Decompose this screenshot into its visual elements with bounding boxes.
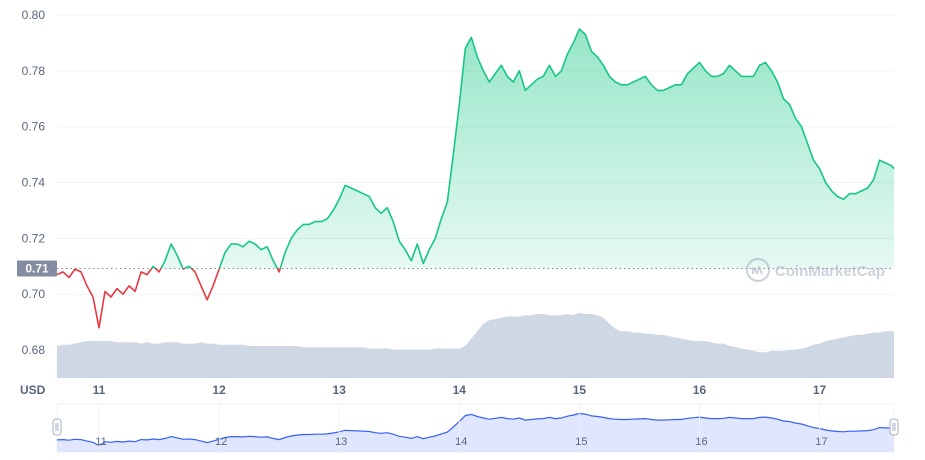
navigator-left-handle[interactable] bbox=[52, 418, 62, 436]
navigator-x-tick-label: 16 bbox=[695, 436, 707, 448]
navigator-x-tick-label: 17 bbox=[815, 436, 827, 448]
y-tick-label: 0.70 bbox=[22, 287, 46, 301]
navigator-line bbox=[56, 412, 895, 447]
navigator-x-ticks: 11 12 13 14 15 16 17 bbox=[95, 404, 828, 452]
baseline-value: 0.71 bbox=[25, 262, 49, 276]
x-axis-ticks: 11 12 13 14 15 16 17 bbox=[93, 383, 827, 397]
watermark-text: CoinMarketCap bbox=[775, 263, 885, 280]
y-tick-label: 0.78 bbox=[22, 64, 46, 78]
navigator-x-tick-label: 13 bbox=[335, 436, 347, 448]
price-line-up bbox=[74, 28, 895, 269]
x-tick-label: 17 bbox=[813, 383, 827, 397]
y-axis-label: USD bbox=[20, 383, 46, 397]
navigator-x-tick-label: 12 bbox=[215, 436, 227, 448]
y-tick-label: 0.80 bbox=[22, 8, 46, 22]
x-tick-label: 16 bbox=[693, 383, 707, 397]
price-line-down bbox=[56, 268, 282, 329]
y-tick-label: 0.76 bbox=[22, 120, 46, 134]
y-tick-label: 0.74 bbox=[22, 176, 46, 190]
price-area-fill bbox=[151, 29, 894, 269]
volume-area bbox=[57, 312, 894, 378]
volume-area-path bbox=[57, 312, 894, 378]
x-tick-label: 13 bbox=[333, 383, 347, 397]
x-tick-label: 12 bbox=[212, 383, 226, 397]
navigator-x-tick-label: 11 bbox=[95, 436, 106, 448]
y-tick-label: 0.72 bbox=[22, 231, 46, 245]
navigator-x-tick-label: 14 bbox=[455, 436, 467, 448]
price-line bbox=[56, 28, 895, 329]
x-tick-label: 11 bbox=[93, 383, 106, 397]
navigator-right-handle[interactable] bbox=[889, 418, 899, 436]
navigator-x-tick-label: 15 bbox=[575, 436, 587, 448]
range-navigator[interactable]: 11 12 13 14 15 16 17 bbox=[52, 403, 899, 453]
baseline-badge: 0.71 bbox=[17, 260, 57, 277]
y-tick-label: 0.68 bbox=[22, 343, 46, 357]
price-area bbox=[151, 29, 894, 269]
y-axis-ticks: 0.68 0.70 0.72 0.74 0.76 0.78 0.80 bbox=[22, 8, 46, 357]
x-tick-label: 14 bbox=[453, 383, 467, 397]
navigator-series bbox=[56, 412, 895, 452]
navigator-area bbox=[57, 413, 894, 452]
x-tick-label: 15 bbox=[573, 383, 587, 397]
coinmarketcap-logo-icon bbox=[745, 257, 771, 283]
coinmarketcap-watermark: CoinMarketCap bbox=[745, 257, 885, 283]
